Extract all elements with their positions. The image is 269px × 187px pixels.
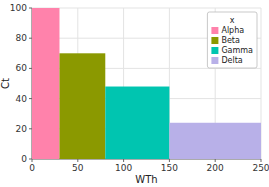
tick-label: 100 <box>115 163 132 173</box>
legend: xAlphaBetaGammaDelta <box>207 12 257 68</box>
tick-label: 0 <box>21 154 27 164</box>
tick-label: 80 <box>16 33 28 43</box>
tick-label: 0 <box>29 163 35 173</box>
tick-label: 100 <box>10 3 27 13</box>
legend-swatch <box>211 47 218 54</box>
tick-label: 150 <box>161 163 178 173</box>
legend-title: x <box>230 16 235 25</box>
chart: 050100150200250020406080100WThCtxAlphaBe… <box>0 0 269 187</box>
bar <box>105 87 169 159</box>
legend-label: Beta <box>221 36 240 45</box>
bar <box>169 123 261 159</box>
legend-label: Delta <box>221 56 242 65</box>
tick-label: 20 <box>16 124 28 134</box>
legend-label: Gamma <box>221 46 253 55</box>
bars <box>32 8 261 159</box>
tick-label: 60 <box>16 63 28 73</box>
tick-label: 40 <box>16 94 28 104</box>
grid <box>32 8 261 159</box>
tick-label: 50 <box>72 163 84 173</box>
bar <box>32 8 59 159</box>
grid-line <box>32 8 261 9</box>
y-axis-label: Ct <box>0 78 11 89</box>
legend-swatch <box>211 27 218 34</box>
legend-frame <box>207 12 257 68</box>
x-axis-label: WTh <box>135 174 157 185</box>
tick-label: 250 <box>252 163 269 173</box>
legend-swatch <box>211 57 218 64</box>
legend-label: Alpha <box>221 26 244 35</box>
legend-swatch <box>211 37 218 44</box>
bar <box>59 53 105 159</box>
axes: 0 50 100 150 200 250 0 20 40 60 80 100 <box>10 3 269 173</box>
tick-label: 200 <box>207 163 224 173</box>
